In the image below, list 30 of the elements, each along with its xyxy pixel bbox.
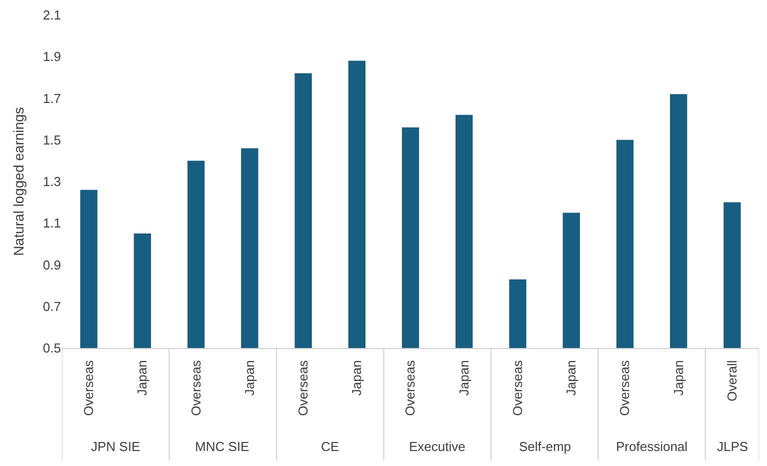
y-axis-title: Natural logged earnings bbox=[10, 107, 27, 256]
x-tick-label: Overseas bbox=[295, 360, 310, 416]
text: Professional bbox=[616, 439, 688, 454]
y-tick-label: 2.1 bbox=[42, 8, 61, 23]
x-tick-label: Overall bbox=[724, 360, 740, 402]
text: CE bbox=[321, 439, 340, 454]
y-tick-label: 1.1 bbox=[42, 216, 61, 231]
x-tick-label: Japan bbox=[242, 360, 257, 396]
text: Self-emp bbox=[519, 439, 572, 454]
y-tick-label: 1.7 bbox=[42, 90, 61, 106]
text: JLPS bbox=[717, 439, 748, 454]
x-tick-label: Overseas bbox=[617, 360, 632, 416]
y-tick-label: 0.7 bbox=[42, 298, 61, 314]
x-tick-label: Japan bbox=[456, 360, 472, 396]
y-tick-label: 1.9 bbox=[42, 49, 61, 64]
x-tick-label: Japan bbox=[134, 360, 150, 396]
x-tick-label: Japan bbox=[564, 360, 579, 396]
y-tick-label: 1.3 bbox=[42, 174, 61, 190]
x-tick-label: Japan bbox=[349, 360, 364, 396]
y-tick-label: 0.5 bbox=[42, 340, 61, 356]
text: Executive bbox=[409, 439, 466, 454]
x-tick-label: Overseas bbox=[188, 360, 204, 416]
x-tick-label: Overseas bbox=[81, 360, 96, 416]
y-tick-label: 0.9 bbox=[42, 257, 61, 272]
x-tick-label: Japan bbox=[670, 360, 686, 396]
x-tick-label: Overseas bbox=[510, 360, 525, 416]
text: MNC SIE bbox=[195, 439, 250, 454]
y-tick-label: 1.5 bbox=[42, 132, 61, 148]
text: JPN SIE bbox=[91, 439, 140, 454]
x-tick-label: Overseas bbox=[402, 360, 418, 416]
